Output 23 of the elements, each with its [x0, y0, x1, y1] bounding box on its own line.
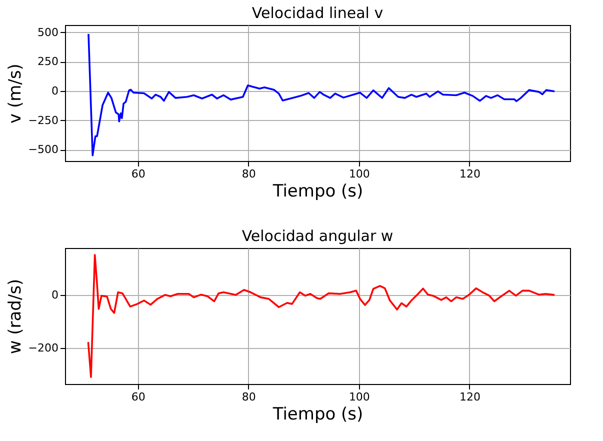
y-tick-label: 500	[38, 26, 58, 39]
x-tick-label: 80	[242, 168, 256, 180]
y-tick-label: 250	[38, 55, 58, 68]
y-tick-label: −500	[28, 143, 58, 156]
chart-title: Velocidad lineal v	[252, 4, 384, 22]
x-tick-label: 100	[348, 168, 370, 180]
x-tick-label: 100	[348, 390, 370, 404]
x-tick-label: 80	[242, 390, 256, 404]
y-tick-label: 0	[52, 84, 58, 98]
y-axis-title: w (rad/s)	[5, 278, 26, 354]
y-tick-label: −250	[28, 114, 58, 127]
x-axis-title: Tiempo (s)	[272, 404, 364, 424]
x-axis-title: Tiempo (s)	[272, 182, 364, 202]
y-tick-label: 0	[52, 288, 58, 302]
y-tick-label: −200	[28, 341, 58, 354]
y-axis-title: v (m/s)	[5, 64, 26, 124]
x-tick-label: 120	[459, 168, 480, 180]
line-series	[88, 33, 556, 156]
chart-title: Velocidad angular w	[242, 227, 394, 245]
x-tick-label: 120	[459, 390, 480, 404]
x-tick-label: 60	[131, 390, 146, 404]
line-series	[87, 254, 556, 378]
x-tick-label: 60	[131, 168, 146, 180]
